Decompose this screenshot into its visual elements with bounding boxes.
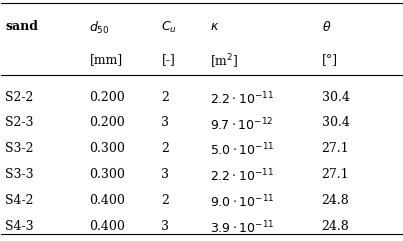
Text: $C_u$: $C_u$	[162, 20, 177, 35]
Text: S4-3: S4-3	[5, 220, 34, 233]
Text: 2: 2	[162, 194, 169, 207]
Text: 0.200: 0.200	[89, 91, 125, 104]
Text: 0.400: 0.400	[89, 194, 125, 207]
Text: S2-3: S2-3	[5, 116, 34, 129]
Text: 24.8: 24.8	[322, 220, 349, 233]
Text: [°]: [°]	[322, 53, 338, 66]
Text: S3-3: S3-3	[5, 168, 34, 181]
Text: 27.1: 27.1	[322, 168, 349, 181]
Text: 30.4: 30.4	[322, 91, 349, 104]
Text: 30.4: 30.4	[322, 116, 349, 129]
Text: S3-2: S3-2	[5, 142, 34, 155]
Text: S2-2: S2-2	[5, 91, 34, 104]
Text: $3.9\cdot10^{-11}$: $3.9\cdot10^{-11}$	[210, 220, 274, 236]
Text: 27.1: 27.1	[322, 142, 349, 155]
Text: 2: 2	[162, 91, 169, 104]
Text: [-]: [-]	[162, 53, 175, 66]
Text: $9.7\cdot10^{-12}$: $9.7\cdot10^{-12}$	[210, 116, 273, 133]
Text: 3: 3	[162, 116, 170, 129]
Text: 24.8: 24.8	[322, 194, 349, 207]
Text: 2: 2	[162, 142, 169, 155]
Text: 0.400: 0.400	[89, 220, 125, 233]
Text: 3: 3	[162, 168, 170, 181]
Text: $2.2\cdot10^{-11}$: $2.2\cdot10^{-11}$	[210, 91, 273, 107]
Text: $\kappa$: $\kappa$	[210, 20, 219, 33]
Text: $2.2\cdot10^{-11}$: $2.2\cdot10^{-11}$	[210, 168, 273, 185]
Text: sand: sand	[5, 20, 38, 33]
Text: 0.200: 0.200	[89, 116, 125, 129]
Text: $9.0\cdot10^{-11}$: $9.0\cdot10^{-11}$	[210, 194, 274, 210]
Text: $d_{50}$: $d_{50}$	[89, 20, 110, 36]
Text: 3: 3	[162, 220, 170, 233]
Text: $5.0\cdot10^{-11}$: $5.0\cdot10^{-11}$	[210, 142, 274, 159]
Text: 0.300: 0.300	[89, 142, 125, 155]
Text: S4-2: S4-2	[5, 194, 34, 207]
Text: [m$^2$]: [m$^2$]	[210, 53, 238, 71]
Text: $\theta$: $\theta$	[322, 20, 331, 34]
Text: 0.300: 0.300	[89, 168, 125, 181]
Text: [mm]: [mm]	[89, 53, 123, 66]
